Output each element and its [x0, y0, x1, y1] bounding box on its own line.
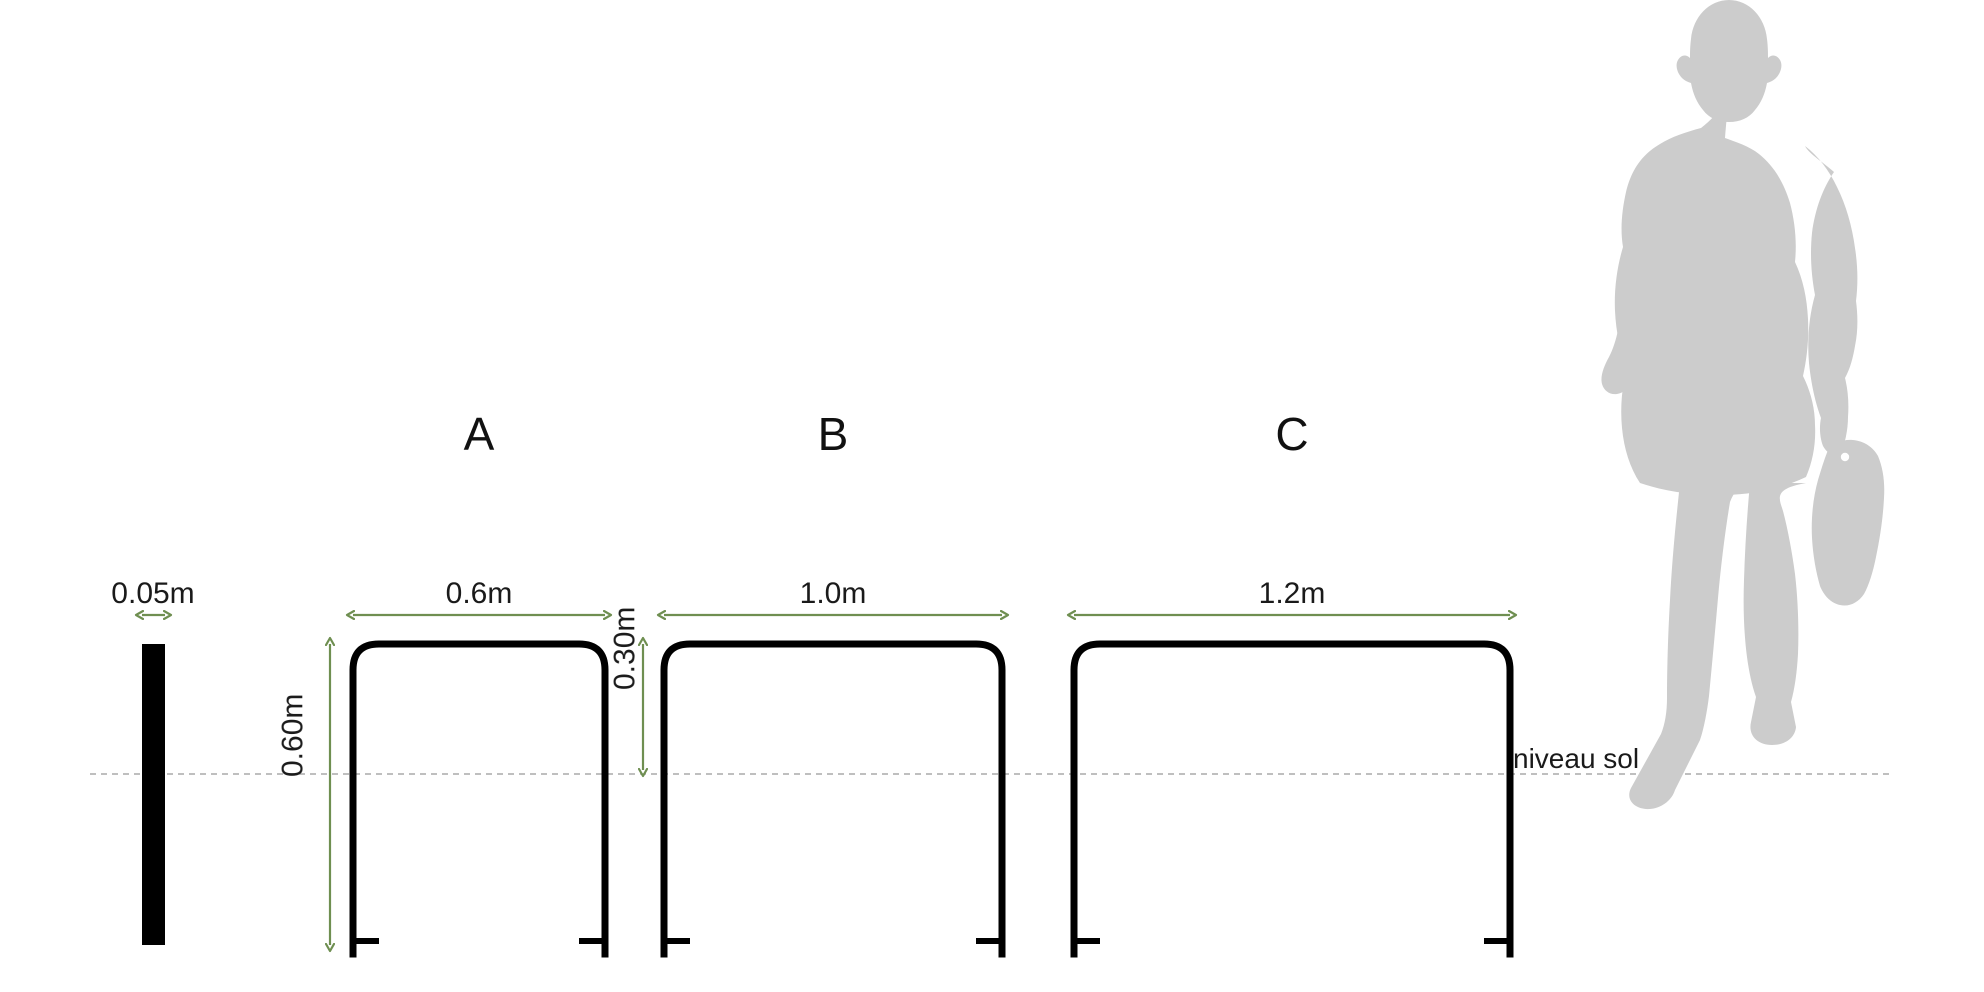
svg-text:1.0m: 1.0m	[800, 577, 867, 610]
svg-text:0.05m: 0.05m	[111, 577, 194, 610]
svg-text:B: B	[818, 408, 849, 460]
svg-text:niveau sol: niveau sol	[1513, 743, 1639, 774]
svg-text:A: A	[464, 408, 495, 460]
svg-text:C: C	[1275, 408, 1308, 460]
svg-text:1.2m: 1.2m	[1259, 577, 1326, 610]
svg-text:0.6m: 0.6m	[446, 577, 513, 610]
